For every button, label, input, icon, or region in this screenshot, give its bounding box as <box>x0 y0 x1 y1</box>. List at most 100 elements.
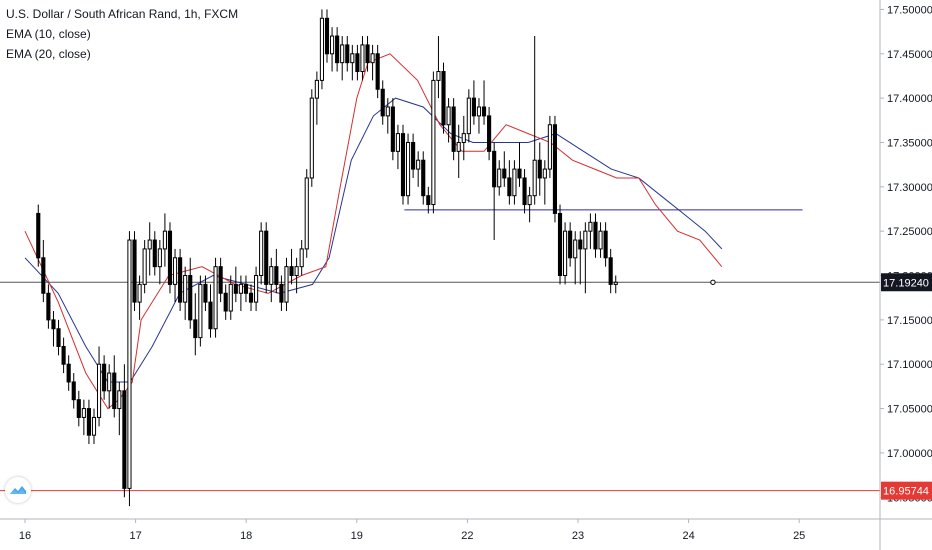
candle <box>294 257 299 294</box>
candle-body <box>375 53 380 90</box>
candle-body <box>223 292 228 312</box>
candle <box>243 275 249 303</box>
candle-body <box>390 106 395 152</box>
candle-body <box>502 168 507 179</box>
candle-body <box>36 212 41 259</box>
candle-body <box>527 195 532 206</box>
candle <box>568 222 573 267</box>
candle <box>512 160 517 205</box>
candle-body <box>319 17 325 81</box>
candle <box>71 373 76 409</box>
legend-ema10[interactable]: EMA (10, close) <box>6 27 91 41</box>
candle <box>340 36 345 81</box>
candle <box>127 231 132 507</box>
chart-legend: U.S. Dollar / South African Rand, 1h, FX… <box>6 4 238 64</box>
candle <box>279 275 284 311</box>
candle-body <box>304 177 309 250</box>
candle <box>66 355 71 391</box>
last-price-marker <box>710 279 716 285</box>
candle <box>456 124 461 178</box>
candle <box>517 142 522 187</box>
candle-body <box>46 292 51 321</box>
candle-body <box>243 283 249 294</box>
candle-body <box>568 230 573 259</box>
candle <box>583 222 588 294</box>
candle <box>254 266 259 311</box>
candle <box>481 80 487 125</box>
candle-body <box>167 230 173 285</box>
tradingview-logo-icon[interactable] <box>5 477 31 503</box>
candle <box>228 275 233 320</box>
candle-body <box>405 141 411 197</box>
candle-body <box>573 239 578 259</box>
candle-body <box>340 44 345 64</box>
candle-body <box>91 416 97 436</box>
candle <box>117 381 122 436</box>
candle <box>497 160 502 196</box>
candle <box>46 284 51 329</box>
candle-body <box>198 283 203 339</box>
candle-body <box>360 44 365 73</box>
candle-body <box>416 159 421 170</box>
price-tick-label: 17.45000 <box>887 49 932 61</box>
candle-body <box>563 230 568 277</box>
candle-body <box>557 212 563 277</box>
candle-body <box>552 124 558 214</box>
candle-body <box>426 195 431 206</box>
horizontal-lines <box>0 209 880 492</box>
candle-body <box>436 71 441 81</box>
candle <box>527 186 532 223</box>
candle <box>162 213 167 267</box>
candle-body <box>598 230 603 250</box>
candle-body <box>208 301 213 330</box>
candle <box>203 275 208 311</box>
candle-body <box>578 239 583 250</box>
candle <box>259 222 264 285</box>
candle-body <box>41 257 46 294</box>
candle-body <box>487 115 492 152</box>
candle <box>466 89 471 143</box>
candle <box>537 142 542 196</box>
candle <box>451 98 456 161</box>
candle <box>178 248 183 311</box>
candle <box>552 115 558 223</box>
candle <box>152 231 157 276</box>
candle-body <box>61 345 66 365</box>
candle-body <box>132 239 137 303</box>
price-label-text: 17.19240 <box>883 277 929 289</box>
candle <box>421 151 426 205</box>
candle <box>502 151 507 187</box>
candle <box>588 213 593 249</box>
candle <box>436 36 441 99</box>
candle <box>248 284 254 311</box>
candle-body <box>583 230 588 250</box>
candle-body <box>218 266 223 294</box>
candle <box>218 257 223 303</box>
time-axis[interactable]: 16 17 18 19 22 23 24 25 <box>0 518 932 542</box>
candle-body <box>329 35 335 55</box>
legend-ema20[interactable]: EMA (20, close) <box>6 47 91 61</box>
candle <box>76 390 81 427</box>
candle-body <box>309 97 314 179</box>
time-tick-label: 17 <box>129 530 141 542</box>
candle <box>223 284 228 320</box>
candle <box>157 240 162 285</box>
candle-body <box>102 363 107 392</box>
candle <box>324 9 330 63</box>
candle-body <box>431 79 436 206</box>
candle <box>81 399 86 436</box>
candle-body <box>451 106 456 152</box>
legend-title[interactable]: U.S. Dollar / South African Rand, 1h, FX… <box>6 7 239 21</box>
candle-body <box>471 97 476 117</box>
candle-body <box>355 53 360 73</box>
candle-body <box>162 230 167 250</box>
candle-body <box>441 71 446 126</box>
candle <box>274 248 279 294</box>
candle-body <box>127 239 132 489</box>
candle-body <box>593 221 598 250</box>
candle <box>426 186 431 214</box>
candle-body <box>613 281 618 285</box>
candle <box>375 44 380 99</box>
candle-body <box>56 328 61 347</box>
